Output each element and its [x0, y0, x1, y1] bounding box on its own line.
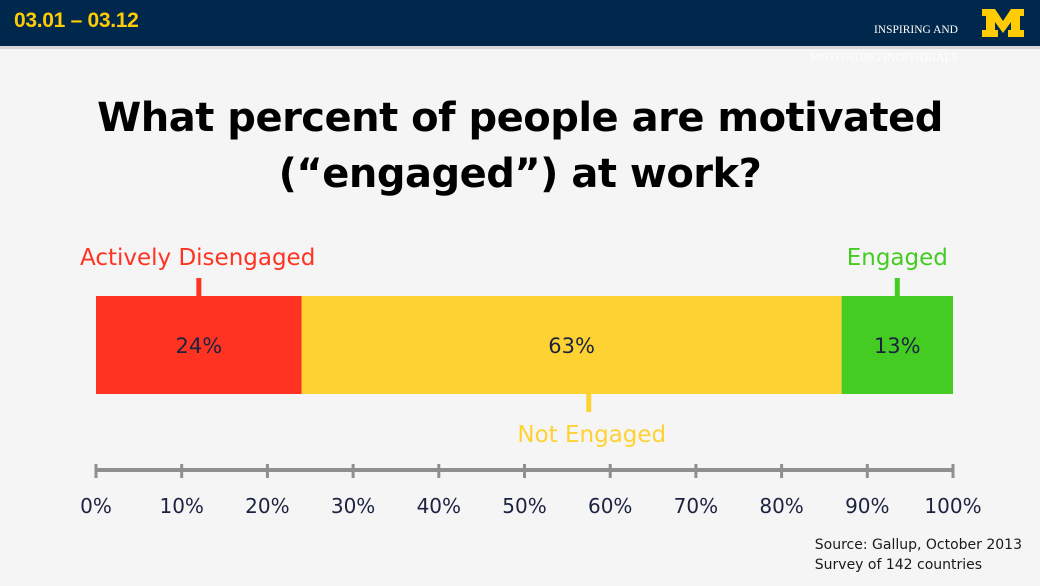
x-axis-tick-0	[94, 464, 98, 478]
source-line-2: Survey of 142 countries	[814, 557, 983, 573]
header-bar: 03.01 – 03.12 INSPIRING AND MOTIVATING I…	[0, 0, 1040, 64]
callout-tick-1	[586, 394, 592, 412]
x-tick-label-10: 100%	[924, 494, 981, 518]
x-axis-tick-5	[523, 464, 526, 478]
slide-title: What percent of people are motivated (“e…	[40, 90, 1000, 202]
callout-tick-2	[894, 278, 900, 296]
bar-value-label-2: 13%	[874, 334, 921, 358]
x-axis-tick-7	[694, 464, 698, 478]
x-axis-tick-9	[865, 464, 869, 478]
x-tick-label-9: 90%	[845, 494, 889, 518]
category-label-2: Engaged	[847, 245, 948, 271]
x-tick-label-6: 60%	[588, 494, 632, 518]
course-title-line2: MOTIVATING INDIVIDUALS	[809, 52, 958, 64]
x-axis-tick-4	[437, 464, 441, 478]
x-tick-label-8: 80%	[759, 494, 803, 518]
date-range: 03.01 – 03.12	[14, 9, 139, 32]
course-title-line1: INSPIRING AND	[873, 24, 958, 36]
title-line-2: (“engaged”) at work?	[278, 151, 762, 197]
x-tick-label-1: 10%	[159, 494, 203, 518]
x-tick-label-4: 40%	[417, 494, 461, 518]
course-title: INSPIRING AND MOTIVATING INDIVIDUALS	[698, 9, 958, 79]
source-note: Source: Gallup, October 2013 Survey of 1…	[815, 535, 1022, 575]
bar-segment-2	[841, 296, 953, 394]
x-tick-label-0: 0%	[80, 494, 112, 518]
bar-value-label-0: 24%	[175, 334, 222, 358]
x-tick-label-2: 20%	[245, 494, 289, 518]
x-axis-tick-3	[351, 464, 355, 478]
x-axis-tick-6	[608, 464, 612, 478]
x-tick-label-3: 30%	[331, 494, 375, 518]
bar-value-label-1: 63%	[548, 334, 595, 358]
x-axis-tick-10	[951, 464, 955, 478]
source-line-1: Source: Gallup, October 2013	[814, 537, 1022, 553]
callout-tick-0	[196, 278, 202, 296]
block-m-logo-icon	[982, 9, 1024, 37]
bar-segment-1	[301, 296, 842, 394]
title-line-1: What percent of people are motivated	[97, 95, 943, 141]
category-label-0: Actively Disengaged	[80, 245, 315, 271]
category-label-1: Not Engaged	[517, 422, 666, 448]
x-axis-tick-2	[265, 464, 269, 478]
bar-segment-0	[96, 296, 302, 394]
x-tick-label-7: 70%	[674, 494, 718, 518]
x-axis-tick-8	[780, 464, 784, 478]
x-axis-tick-1	[180, 464, 184, 478]
x-tick-label-5: 50%	[502, 494, 546, 518]
